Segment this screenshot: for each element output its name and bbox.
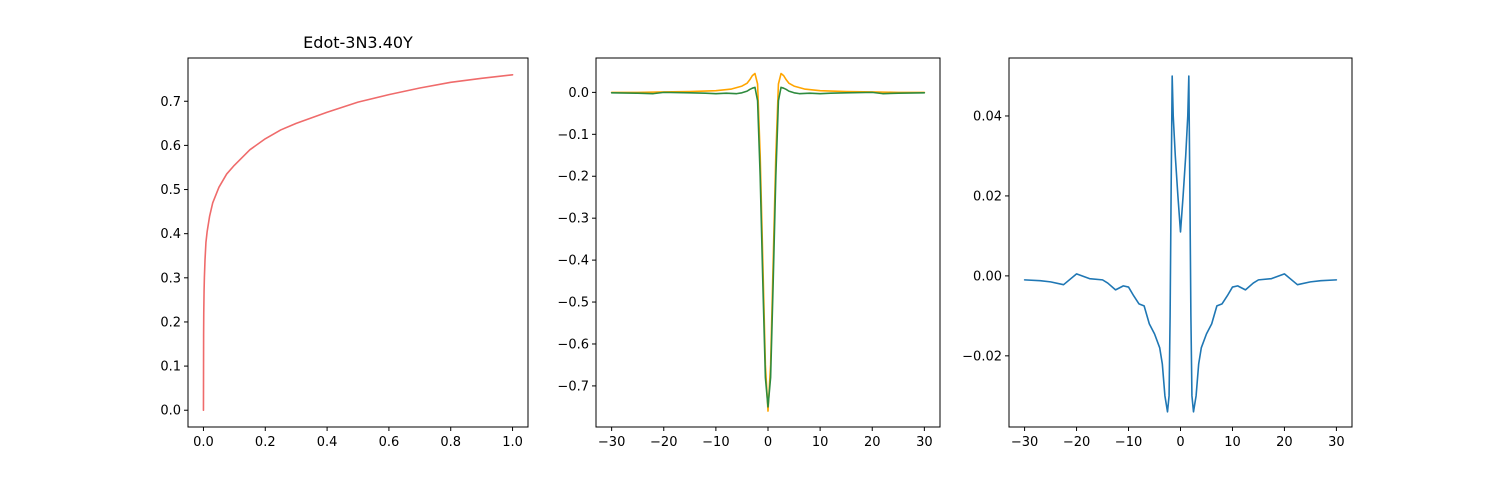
y-tick-label: 0.2 xyxy=(160,315,181,330)
y-tick-label: −0.6 xyxy=(557,337,589,352)
y-tick-label: −0.1 xyxy=(557,128,589,143)
series-line-1 xyxy=(1023,75,1338,413)
x-tick-label: −30 xyxy=(598,435,625,450)
y-tick-label: −0.4 xyxy=(557,254,589,269)
y-tick-label: 0.04 xyxy=(973,109,1002,124)
plot-frame xyxy=(595,57,941,428)
y-tick-label: 0.0 xyxy=(568,86,589,101)
x-tick-label: 0.2 xyxy=(255,435,276,450)
chart-panel-3: −30 −20 −10 0 10 20 30 0.04 0.02 0.00 −0.02 xyxy=(962,57,1353,450)
x-tick-label: 10 xyxy=(812,435,829,450)
x-tick-label: −20 xyxy=(1063,435,1090,450)
x-tick-label: 30 xyxy=(1328,435,1345,450)
y-tick-label: −0.02 xyxy=(962,349,1002,364)
x-tick-label: 0.8 xyxy=(440,435,461,450)
y-tick-label: 0.00 xyxy=(973,269,1002,284)
series-line-2 xyxy=(610,86,926,408)
y-tick-label: 0.5 xyxy=(160,183,181,198)
y-tick-label: 0.1 xyxy=(160,360,181,375)
x-tick-label: 0.0 xyxy=(193,435,214,450)
x-tick-label: 10 xyxy=(1224,435,1241,450)
chart-panel-1: 0.0 0.2 0.4 0.6 0.8 1.0 0.0 0.1 0.2 0.3 0.4 0.5 0.6 0… xyxy=(160,33,529,450)
x-tick-label: −30 xyxy=(1011,435,1038,450)
y-tick-label: −0.5 xyxy=(557,296,589,311)
y-tick-label: −0.3 xyxy=(557,212,589,227)
plot-frame xyxy=(187,57,529,428)
x-tick-label: −20 xyxy=(650,435,677,450)
series-line-1 xyxy=(610,72,926,412)
y-tick-label: 0.02 xyxy=(973,189,1002,204)
x-tick-label: 30 xyxy=(916,435,933,450)
y-tick-label: 0.7 xyxy=(160,95,181,110)
y-tick-label: 0.3 xyxy=(160,271,181,286)
x-tick-label: 1.0 xyxy=(502,435,523,450)
x-tick-label: 0 xyxy=(764,435,772,450)
x-tick-label: −10 xyxy=(1115,435,1142,450)
plot-frame xyxy=(1008,57,1353,428)
x-tick-label: −10 xyxy=(702,435,729,450)
x-tick-label: 20 xyxy=(864,435,881,450)
x-tick-label: 0.6 xyxy=(379,435,400,450)
chart-panel-2: −30 −20 −10 0 10 20 30 0.0 −0.1 −0.2 −0.3 −0.4 −0.5 −… xyxy=(557,57,941,450)
x-tick-label: 20 xyxy=(1276,435,1293,450)
series-line-1 xyxy=(202,73,514,412)
y-tick-label: 0.0 xyxy=(160,404,181,419)
y-tick-label: −0.7 xyxy=(557,379,589,394)
y-tick-label: 0.4 xyxy=(160,227,181,242)
chart-title: Edot-3N3.40Y xyxy=(303,33,413,52)
x-tick-label: 0 xyxy=(1176,435,1184,450)
y-tick-label: −0.2 xyxy=(557,170,589,185)
y-tick-label: 0.6 xyxy=(160,139,181,154)
x-tick-label: 0.4 xyxy=(317,435,338,450)
